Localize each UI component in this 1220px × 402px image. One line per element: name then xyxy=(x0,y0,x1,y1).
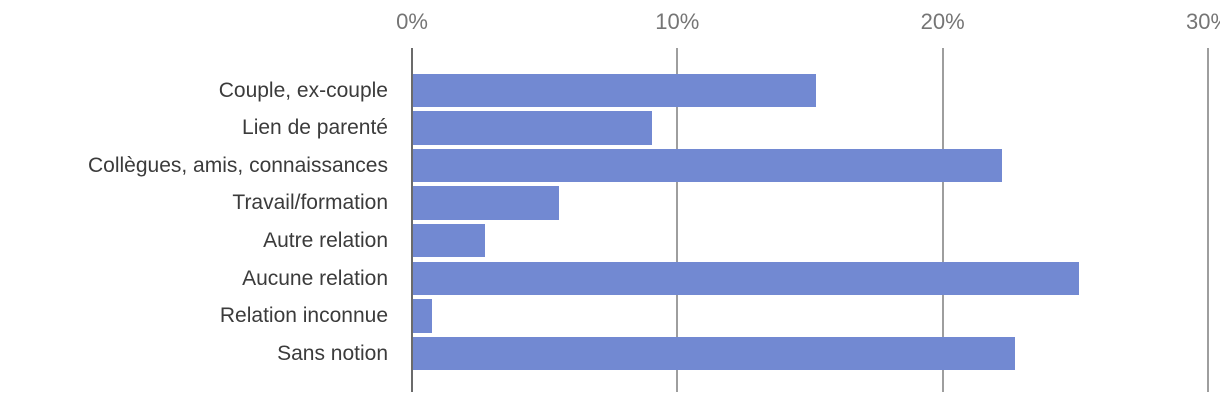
bar-8 xyxy=(413,336,1016,371)
x-tick-label: 20% xyxy=(920,9,965,34)
x-tick-label: 10% xyxy=(655,9,700,34)
x-axis-top: 0% 10% 20% 30% xyxy=(0,0,1220,48)
category-label: Autre relation xyxy=(263,228,388,252)
bar-5 xyxy=(413,223,485,258)
bar-4 xyxy=(413,186,559,220)
category-label: Aucune relation xyxy=(242,266,388,290)
gridline xyxy=(1207,48,1209,392)
gridline xyxy=(941,48,944,392)
category-label: Relation inconnue xyxy=(219,304,388,328)
category-label: Sans notion xyxy=(277,341,388,365)
gridline xyxy=(676,48,679,392)
x-tick-label: 30% xyxy=(1185,9,1220,34)
category-label: Travail/formation xyxy=(232,191,388,215)
bar-2 xyxy=(413,111,652,145)
category-label: Lien de parenté xyxy=(242,116,388,140)
x-tick-label: 0% xyxy=(396,9,428,34)
y-axis-line xyxy=(411,48,413,392)
bar-7 xyxy=(413,299,432,333)
category-label: Couple, ex-couple xyxy=(218,78,388,102)
category-label: Collègues, amis, connaissances xyxy=(88,153,388,177)
bar-6 xyxy=(413,261,1079,295)
bar-3 xyxy=(413,148,1003,183)
plot-area xyxy=(411,48,1209,392)
bar-1 xyxy=(413,73,817,107)
